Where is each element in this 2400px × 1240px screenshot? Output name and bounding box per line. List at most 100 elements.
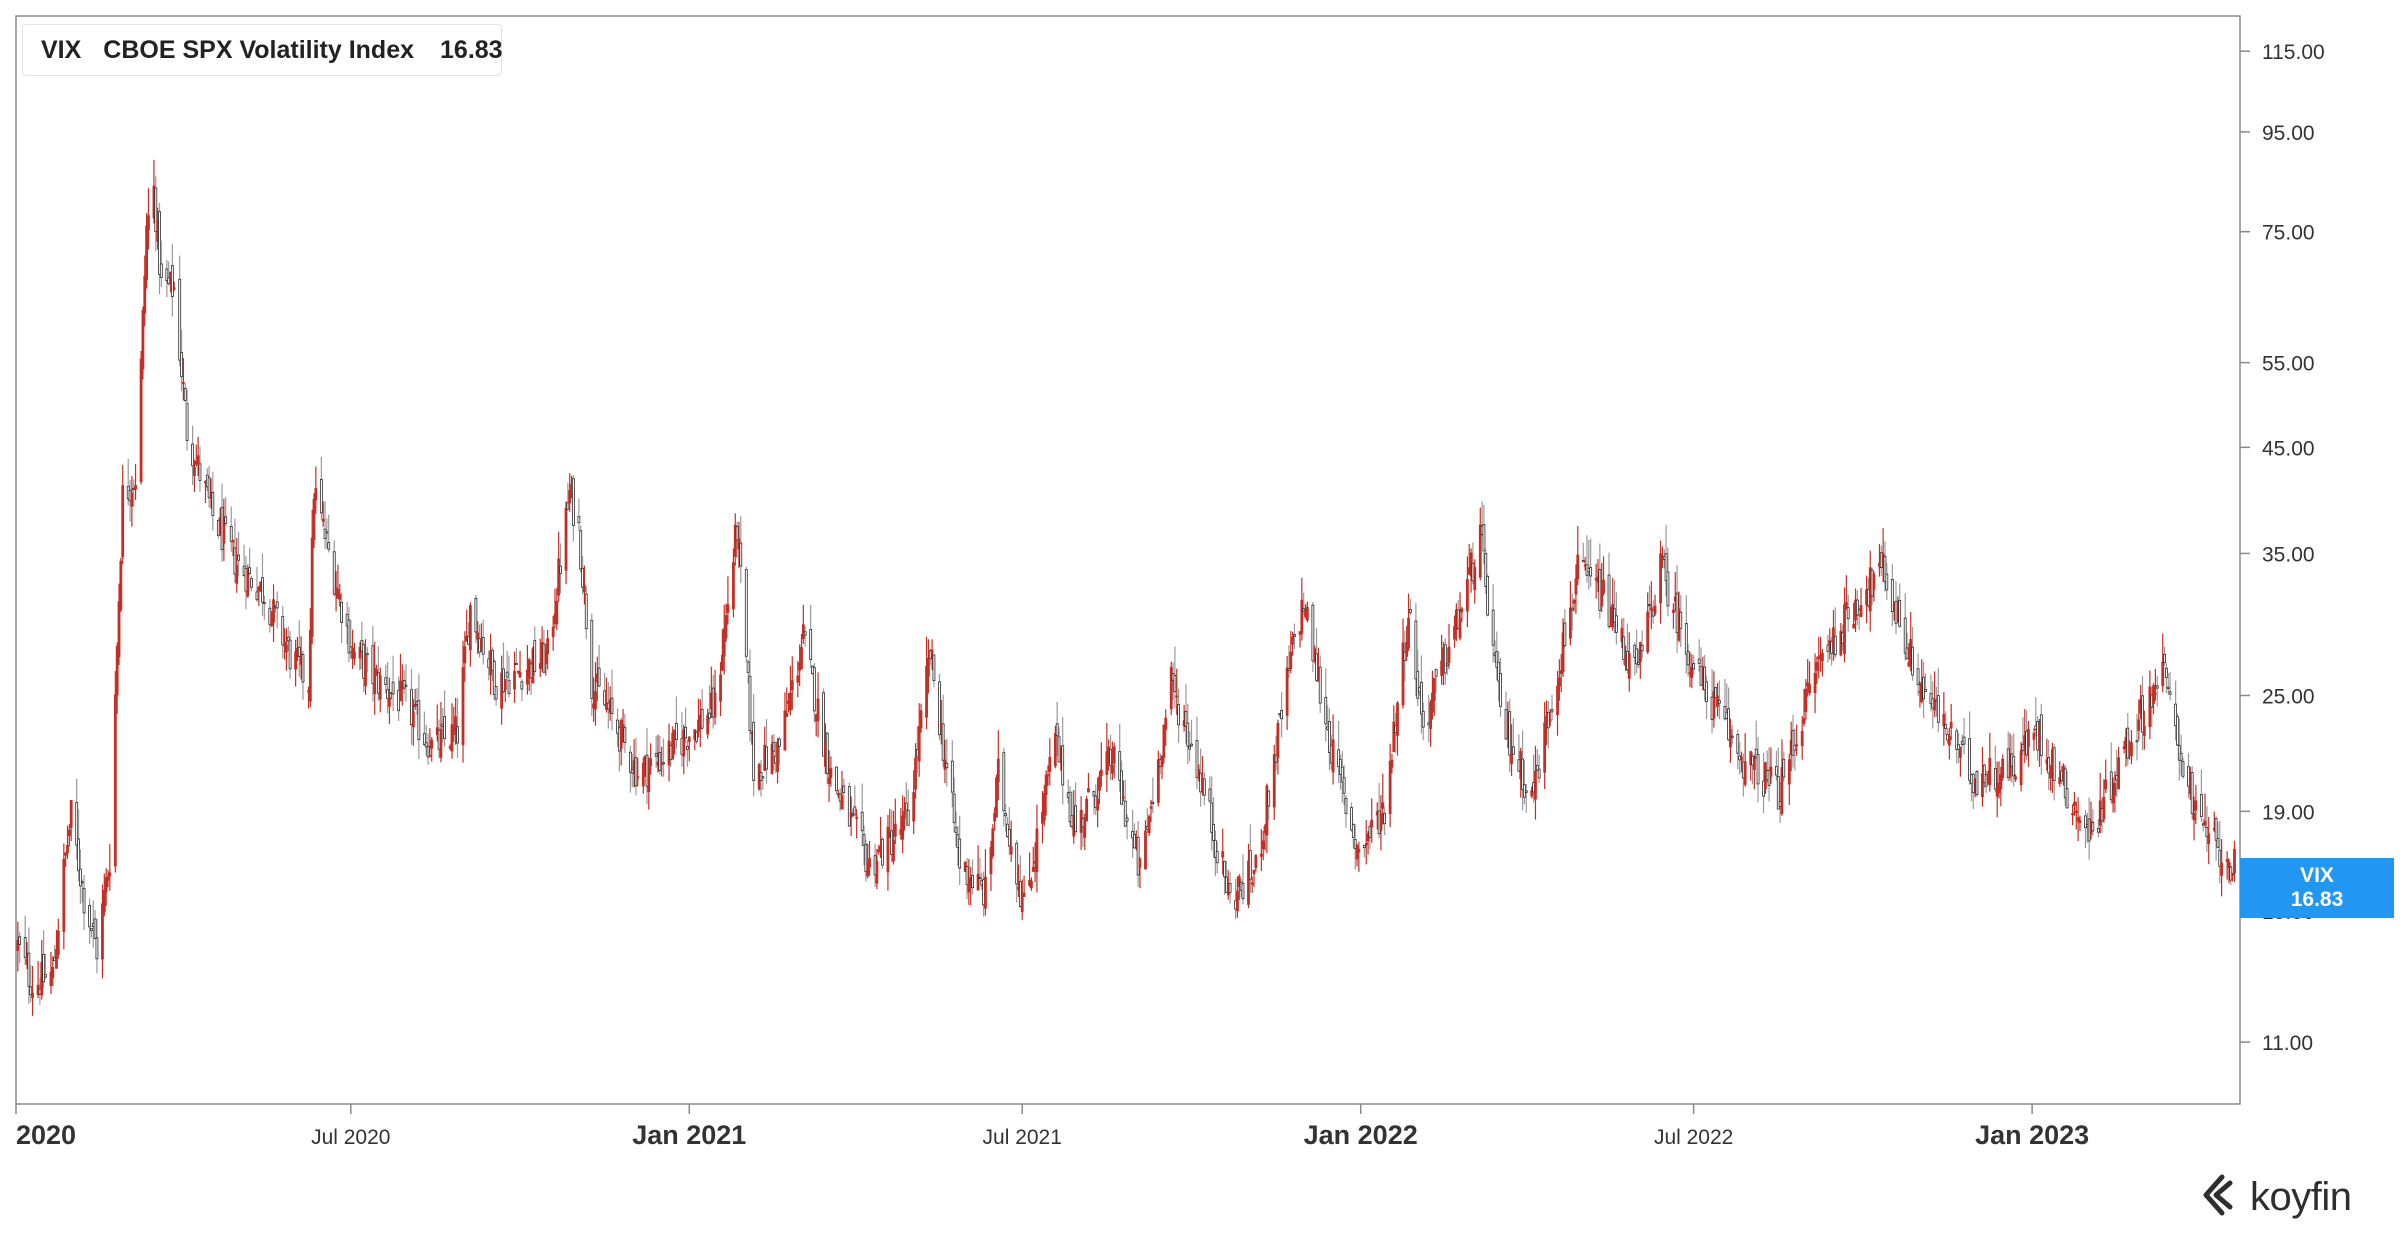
candle (785, 687, 789, 717)
candle-body (1440, 660, 1444, 676)
candle-body (2073, 802, 2076, 806)
candle (101, 884, 104, 979)
candle (687, 736, 691, 762)
candle-body (1160, 755, 1164, 768)
candle-body (1351, 824, 1355, 838)
candle (1775, 750, 1778, 781)
candle-body (687, 736, 691, 743)
candle (261, 553, 264, 616)
candle-body (1635, 648, 1639, 665)
candle-body (965, 866, 969, 885)
candle (928, 648, 932, 665)
candle-body (246, 568, 250, 597)
candle (1672, 603, 1675, 629)
candle (1800, 716, 1804, 760)
candle-body (2155, 685, 2159, 689)
candle (1118, 723, 1122, 792)
candle-body (1804, 688, 1808, 712)
candle (494, 686, 498, 706)
candle (121, 464, 125, 565)
candle (1614, 592, 1618, 645)
candle-body (294, 651, 298, 670)
candle (1922, 661, 1925, 719)
candle (525, 645, 529, 695)
candle-body (1705, 681, 1708, 703)
candle (1690, 654, 1694, 689)
candle (1031, 846, 1035, 873)
candle (544, 643, 548, 676)
candle-body (327, 542, 331, 550)
candle-body (1543, 722, 1547, 773)
candle-body (952, 793, 956, 824)
candle (1401, 618, 1405, 709)
candle (1136, 820, 1140, 887)
candle-body (583, 584, 586, 593)
candle (2047, 739, 2051, 790)
candle (636, 757, 640, 787)
candle-body (761, 776, 765, 779)
candle (1151, 777, 1155, 814)
candle-body (454, 716, 458, 735)
candle (2071, 804, 2075, 826)
candle-body (2012, 756, 2016, 777)
candle-body (272, 599, 275, 623)
candle-body (2078, 820, 2082, 824)
candle-body (2181, 761, 2185, 777)
candle (954, 811, 958, 847)
candle (143, 255, 147, 327)
candle-body (1916, 668, 1920, 686)
candle (1431, 670, 1434, 720)
candle (2163, 646, 2166, 666)
candle (1486, 573, 1490, 617)
candle (27, 927, 31, 1005)
candle-body (1195, 740, 1199, 779)
candle (564, 501, 568, 585)
candle (1692, 655, 1696, 675)
candle-body (1151, 801, 1155, 804)
candle-body (1042, 792, 1046, 821)
candle (229, 506, 233, 552)
candle (312, 493, 316, 548)
y-tick-label: 115.00 (2262, 41, 2325, 64)
candle (520, 679, 524, 702)
candle (1105, 722, 1109, 792)
candle-body (1362, 845, 1366, 849)
candle (881, 836, 884, 870)
candle (1223, 860, 1226, 896)
candle-body (347, 619, 351, 654)
candle (2141, 675, 2144, 751)
candle-body (1015, 842, 1019, 885)
legend[interactable]: VIX CBOE SPX Volatility Index 16.83 (22, 24, 503, 76)
candle (364, 639, 367, 695)
candle (272, 584, 275, 643)
candle-body (621, 724, 625, 730)
candle-body (1031, 866, 1035, 872)
candle (2039, 703, 2043, 775)
candle (616, 708, 619, 747)
candle (932, 654, 936, 688)
candle (42, 930, 45, 989)
candle (196, 436, 200, 476)
candle (2130, 730, 2133, 765)
candle (193, 459, 196, 492)
candle-body (976, 873, 980, 891)
candle-body (1659, 553, 1662, 604)
brand-logo[interactable]: koyfin (2200, 1172, 2352, 1222)
candle-body (80, 881, 84, 884)
candle-body (2218, 849, 2222, 867)
candle (1340, 751, 1344, 804)
candle-body (82, 887, 86, 914)
candle-body (1712, 691, 1716, 719)
x-tick-label: Jul 2020 (311, 1126, 390, 1149)
candle (1714, 686, 1718, 709)
candle (2168, 671, 2172, 701)
candle (1160, 755, 1164, 780)
candle-body (1248, 850, 1252, 880)
candle-body (513, 671, 516, 690)
candle-body (864, 843, 868, 873)
candle-body (1572, 600, 1576, 604)
candle-body (196, 455, 200, 464)
candle-body (1589, 567, 1593, 577)
candle (1085, 796, 1089, 822)
